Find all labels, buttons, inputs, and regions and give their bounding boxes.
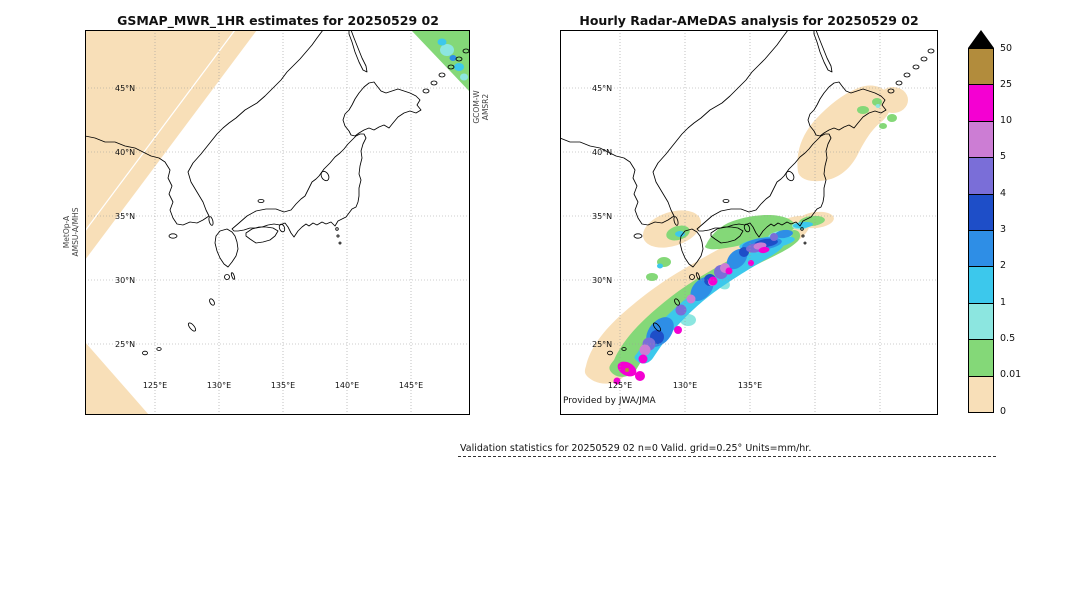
lat-tick-label: 30°N	[115, 276, 135, 285]
shade-heavy	[625, 368, 629, 372]
footer-dashed-line	[458, 456, 996, 457]
grid-layer	[85, 30, 470, 415]
colorbar-segment	[969, 340, 993, 377]
colorbar-tick-label: 50	[1000, 42, 1013, 54]
colorbar-tick-label: 0.01	[1000, 369, 1022, 381]
lon-tick-label: 145°E	[399, 381, 423, 390]
amsr2-swath-shade	[411, 30, 470, 92]
colorbar-tick-label: 3	[1000, 224, 1007, 235]
label-line: AMSU-A/MHS	[71, 207, 80, 257]
gsmap-map-panel: 45°N 40°N 35°N 30°N 25°N 125°E 130°E 135°E 140°E…	[85, 30, 470, 415]
colorbar-tick-label: 25	[1000, 78, 1013, 90]
lat-tick-label: 40°N	[592, 148, 612, 157]
metop-swath-shade	[85, 30, 257, 415]
tick-layer: 45°N 40°N 35°N 30°N 25°N 125°E 130°E 135°E 140°E…	[115, 84, 423, 390]
map-credit: Provided by JWA/JMA	[563, 396, 656, 406]
colorbar-segment	[969, 267, 993, 304]
swath-edge-line	[85, 30, 236, 232]
colorbar-segment	[969, 85, 993, 122]
label-line: AMSR2	[481, 93, 490, 121]
lon-tick-label: 130°E	[207, 381, 231, 390]
lat-tick-label: 25°N	[592, 340, 612, 349]
label-line: GCOM-W	[472, 90, 481, 124]
colorbar-tick-label: 0	[1000, 405, 1007, 417]
grid-layer	[560, 30, 938, 415]
colorbar-segment	[969, 303, 993, 341]
colorbar-tick-label: 10	[1000, 115, 1013, 127]
lon-tick-label: 140°E	[335, 381, 359, 390]
colorbar-segment	[969, 376, 993, 413]
colorbar-scale	[968, 48, 994, 413]
lon-tick-label: 125°E	[608, 381, 632, 390]
metop-swath-label: MetOp-A AMSU-A/MHS	[62, 208, 80, 257]
colorbar-tick-label: 1	[1000, 296, 1007, 308]
radar-amedas-map-panel: 45°N 40°N 35°N 30°N 25°N 125°E 130°E 135°E	[560, 30, 938, 415]
validation-statistics-text: Validation statistics for 20250529 02 n=…	[460, 443, 812, 454]
lat-tick-label: 35°N	[115, 212, 135, 221]
lat-tick-label: 30°N	[592, 276, 612, 285]
lon-tick-label: 130°E	[673, 381, 697, 390]
lon-tick-label: 135°E	[271, 381, 295, 390]
colorbar-tick-label: 4	[1000, 187, 1007, 199]
gcomw-swath-label: GCOM-W AMSR2	[472, 90, 490, 123]
lat-tick-label: 35°N	[592, 212, 612, 221]
colorbar-segment	[969, 158, 993, 195]
lon-tick-label: 125°E	[143, 381, 167, 390]
colorbar-segment	[969, 121, 993, 159]
lat-tick-label: 45°N	[592, 84, 612, 93]
precipitation-layer	[584, 85, 908, 385]
colorbar-segment	[969, 49, 993, 86]
tick-layer: 45°N 40°N 35°N 30°N 25°N 125°E 130°E 135°E	[592, 84, 762, 390]
map-frame	[560, 30, 938, 415]
colorbar-tick-label: 0.5	[1000, 332, 1016, 344]
colorbar-overflow-triangle	[968, 30, 994, 48]
lat-tick-label: 25°N	[115, 340, 135, 349]
colorbar-tick-labels: 50 25 10 5 4 3 2 1 0.5 0.01 0	[1000, 43, 1044, 417]
colorbar-tick-label: 5	[1000, 151, 1007, 163]
lon-tick-label: 135°E	[738, 381, 762, 390]
label-line: MetOp-A	[62, 215, 71, 249]
left-panel-title: GSMAP_MWR_1HR estimates for 20250529 02	[117, 13, 439, 28]
precipitation-layer	[85, 30, 470, 415]
colorbar-segment	[969, 194, 993, 232]
colorbar-tick-label: 2	[1000, 260, 1007, 272]
map-frame	[85, 30, 470, 415]
right-panel-title: Hourly Radar-AMeDAS analysis for 2025052…	[579, 13, 919, 28]
colorbar-segment	[969, 231, 993, 268]
lat-tick-label: 45°N	[115, 84, 135, 93]
colorbar: 50 25 10 5 4 3 2 1 0.5 0.01 0	[968, 30, 1021, 417]
lat-tick-label: 40°N	[115, 148, 135, 157]
